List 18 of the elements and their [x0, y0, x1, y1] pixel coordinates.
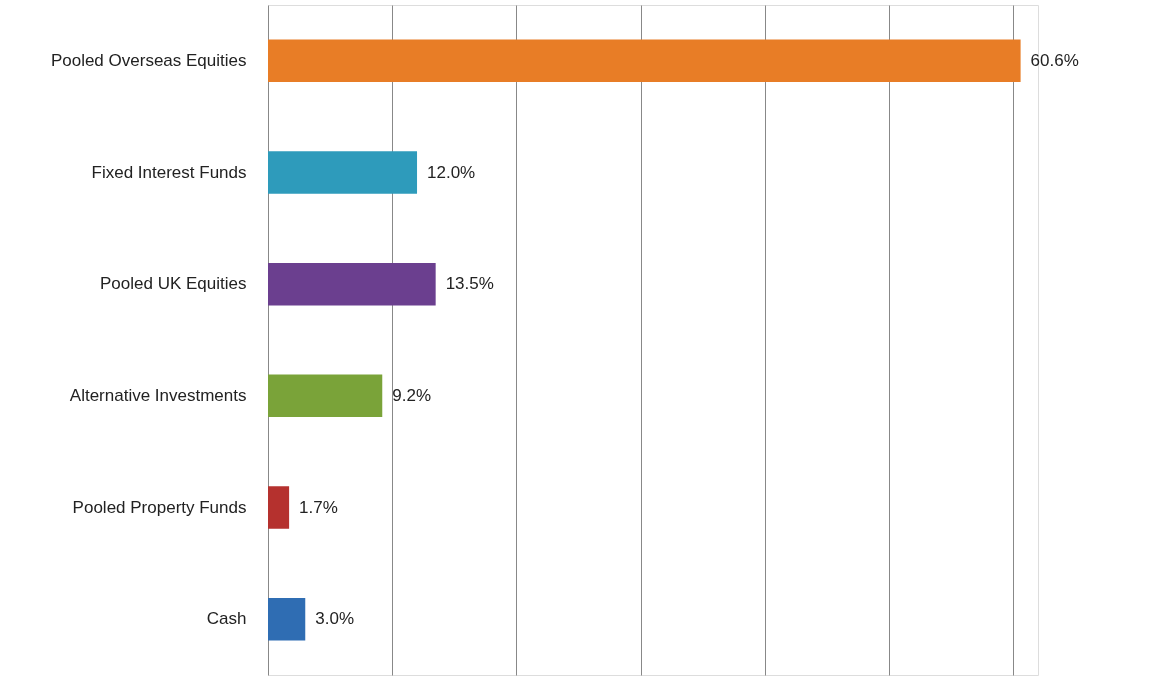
- data-label: 1.7%: [299, 497, 338, 517]
- bar: [268, 486, 290, 529]
- y-tick-label: Fixed Interest Funds: [91, 162, 247, 182]
- bar: [268, 262, 436, 306]
- bar: [268, 597, 306, 641]
- bar: [268, 151, 418, 194]
- y-tick-label: Pooled Overseas Equities: [50, 50, 247, 70]
- y-tick-label: Pooled Property Funds: [72, 497, 247, 517]
- data-label: 60.6%: [1030, 50, 1079, 70]
- data-label: 9.2%: [392, 385, 432, 405]
- data-label: 12.0%: [427, 162, 476, 182]
- y-tick-label: Pooled UK Equities: [100, 274, 247, 294]
- bar: [268, 374, 383, 418]
- y-tick-label: Alternative Investments: [69, 385, 247, 405]
- data-label: 13.5%: [445, 274, 494, 294]
- y-tick-label: Cash: [206, 609, 247, 629]
- bar: [268, 39, 1021, 83]
- data-label: 3.0%: [315, 609, 355, 629]
